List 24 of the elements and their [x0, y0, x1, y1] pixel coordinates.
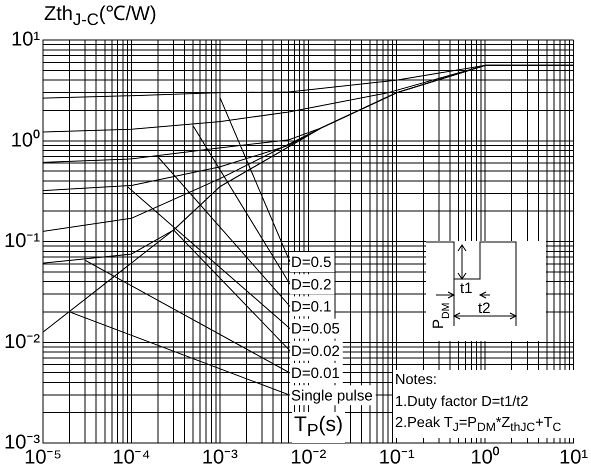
x-tick-label: 10⁻³ [202, 446, 238, 469]
annotation: D=0.5 [291, 254, 332, 272]
y-tick-label: 10⁻² [4, 330, 40, 353]
annotation: t2 [478, 300, 491, 317]
annotation: 2.Peak T$_{J}$=P$_{DM}$*Z$_{thJC}$+T$_{C}$ [395, 414, 562, 436]
x-tick-label: 10⁻¹ [378, 446, 415, 469]
annotation: D=0.2 [291, 276, 332, 294]
annotation: t1 [460, 280, 473, 297]
y-tick-label: 10¹ [11, 28, 40, 51]
annotation: Single pulse [291, 387, 373, 404]
y-tick-label: 10⁻¹ [4, 230, 40, 252]
annotation: D=0.05 [291, 320, 340, 338]
x-tick-label: 10⁻⁴ [112, 446, 150, 469]
x-tick-label: 10¹ [559, 446, 588, 469]
y-axis-title: Zth$_{J-C}$(℃/W) [44, 2, 157, 32]
annotation: D=0.02 [291, 342, 340, 360]
y-tick-label: 10⁰ [10, 128, 40, 152]
x-tick-label: 10⁻² [290, 446, 327, 469]
x-axis-title: T$_{P}$(s) [292, 412, 346, 444]
annotation: D=0.01 [291, 365, 340, 382]
annotation: 1.Duty factor D=t1/t2 [395, 392, 530, 412]
annotation: Notes: [395, 371, 438, 390]
annotation: D=0.1 [291, 298, 332, 316]
x-tick-label: 10⁰ [470, 446, 500, 469]
